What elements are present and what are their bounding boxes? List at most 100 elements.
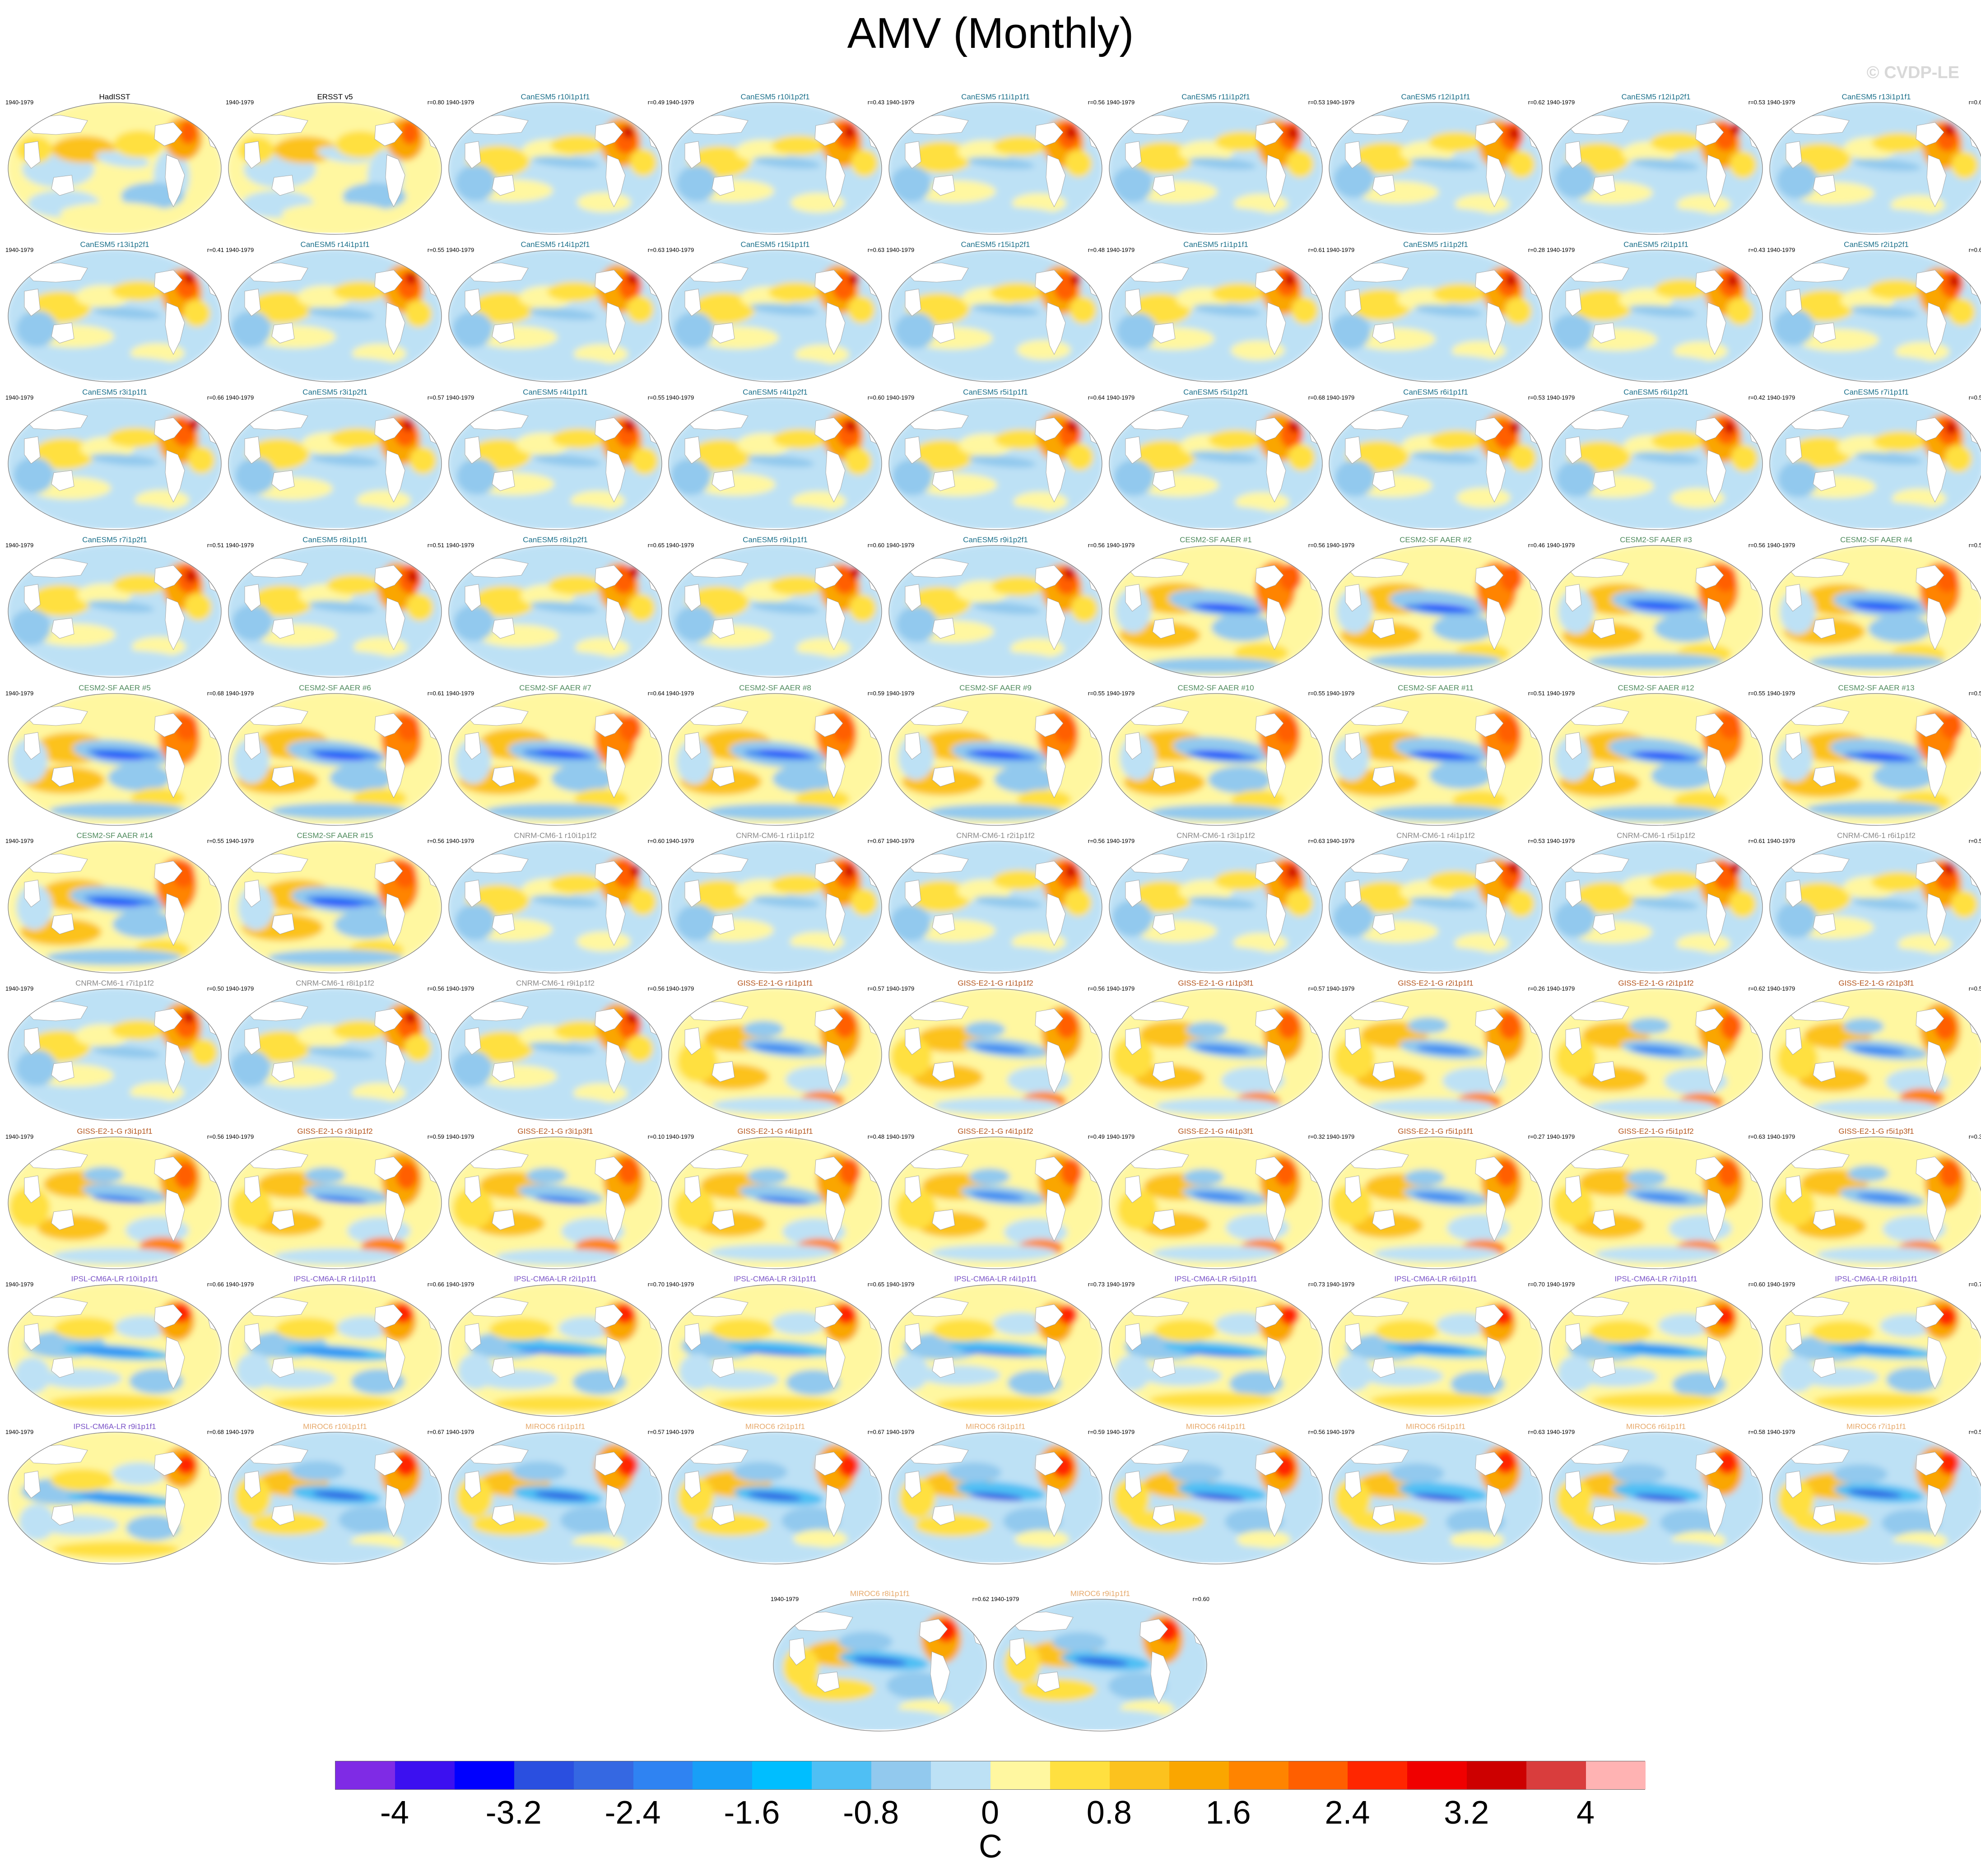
map-panel: IPSL-CM6A-LR r9i1p1f1 1940-1979 r=0.68 bbox=[5, 1422, 224, 1567]
sst-anomaly-map bbox=[8, 250, 222, 382]
map-panel: CanESM5 r14i1p2f1 1940-1979 r=0.63 bbox=[446, 240, 665, 385]
panel-period: 1940-1979 bbox=[1767, 985, 1795, 992]
panel-title: CanESM5 r12i1p2f1 bbox=[1621, 93, 1691, 101]
panel-period: 1940-1979 bbox=[5, 1429, 34, 1435]
sst-anomaly-map bbox=[1109, 693, 1323, 826]
panel-title: CanESM5 r12i1p1f1 bbox=[1401, 93, 1470, 101]
panel-correlation: r=0.70 bbox=[1968, 1281, 1981, 1288]
colorbar-tick-label: 2.4 bbox=[1325, 1795, 1370, 1831]
map-panel: MIROC6 r10i1p1f1 1940-1979 r=0.67 bbox=[226, 1422, 444, 1567]
map-panel: GISS-E2-1-G r5i1p3f1 1940-1979 r=0.37 bbox=[1767, 1127, 1981, 1271]
panel-period: 1940-1979 bbox=[226, 542, 254, 549]
map-panel: CanESM5 r14i1p1f1 1940-1979 r=0.55 bbox=[226, 240, 444, 385]
map-panel: CanESM5 r7i1p2f1 1940-1979 r=0.51 bbox=[5, 535, 224, 680]
colorbar-swatch bbox=[693, 1761, 753, 1789]
sst-anomaly-map bbox=[1769, 693, 1981, 826]
panel-correlation: r=0.62 bbox=[1528, 99, 1545, 106]
panel-correlation: r=0.50 bbox=[207, 985, 224, 992]
map-panel: GISS-E2-1-G r4i1p1f2 1940-1979 r=0.49 bbox=[886, 1127, 1105, 1271]
colorbar-swatch bbox=[752, 1761, 812, 1789]
panel-title: CanESM5 r2i1p1f1 bbox=[1623, 240, 1688, 249]
map-panel: CanESM5 r3i1p2f1 1940-1979 r=0.57 bbox=[226, 388, 444, 532]
panel-title: CESM2-SF AAER #3 bbox=[1620, 535, 1692, 544]
sst-anomaly-map bbox=[1109, 397, 1323, 530]
sst-anomaly-map bbox=[668, 1432, 882, 1564]
panel-period: 1940-1979 bbox=[446, 247, 474, 253]
panel-title: GISS-E2-1-G r1i1p3f1 bbox=[1178, 979, 1254, 987]
panel-period: 1940-1979 bbox=[1107, 1133, 1135, 1140]
panel-title: CNRM-CM6-1 r4i1p1f2 bbox=[1396, 831, 1475, 840]
sst-anomaly-map bbox=[228, 1136, 442, 1269]
sst-anomaly-map bbox=[448, 693, 662, 826]
panel-correlation: r=0.60 bbox=[647, 838, 665, 844]
panel-correlation: r=0.73 bbox=[1088, 1281, 1105, 1288]
colorbar-tick-label: 3.2 bbox=[1444, 1795, 1489, 1831]
panel-period: 1940-1979 bbox=[666, 1133, 694, 1140]
panel-title: CanESM5 r8i1p1f1 bbox=[302, 535, 367, 544]
panel-title: MIROC6 r8i1p1f1 bbox=[850, 1589, 910, 1598]
sst-anomaly-map bbox=[448, 841, 662, 973]
panel-period: 1940-1979 bbox=[1326, 542, 1355, 549]
panel-correlation: r=0.63 bbox=[1748, 1133, 1765, 1140]
panel-period: 1940-1979 bbox=[666, 247, 694, 253]
panel-period: 1940-1979 bbox=[1767, 1429, 1795, 1435]
panel-title: IPSL-CM6A-LR r6i1p1f1 bbox=[1394, 1275, 1477, 1283]
sst-anomaly-map bbox=[448, 250, 662, 382]
panel-correlation: r=0.55 bbox=[1088, 690, 1105, 697]
map-panel: HadISST 1940-1979 bbox=[5, 93, 223, 237]
panel-title: CanESM5 r10i1p2f1 bbox=[740, 93, 810, 101]
panel-correlation: r=0.56 bbox=[1088, 838, 1105, 844]
sst-anomaly-map bbox=[668, 693, 882, 826]
sst-anomaly-map bbox=[448, 397, 662, 530]
map-panel: CNRM-CM6-1 r1i1p1f2 1940-1979 r=0.67 bbox=[666, 831, 884, 976]
sst-anomaly-map bbox=[1329, 545, 1543, 678]
sst-anomaly-map bbox=[1769, 397, 1981, 530]
panel-period: 1940-1979 bbox=[886, 838, 915, 844]
panel-correlation: r=0.27 bbox=[1528, 1133, 1545, 1140]
panel-correlation: r=0.46 bbox=[1528, 542, 1545, 549]
sst-anomaly-map bbox=[448, 545, 662, 678]
panel-title: CESM2-SF AAER #5 bbox=[79, 684, 151, 692]
panel-correlation: r=0.56 bbox=[1308, 542, 1325, 549]
panel-correlation: r=0.53 bbox=[1968, 985, 1981, 992]
panel-title: GISS-E2-1-G r4i1p1f1 bbox=[737, 1127, 813, 1136]
panel-title: IPSL-CM6A-LR r7i1p1f1 bbox=[1614, 1275, 1697, 1283]
figure-title: AMV (Monthly) bbox=[847, 9, 1134, 57]
panel-period: 1940-1979 bbox=[1547, 394, 1575, 401]
panel-period: 1940-1979 bbox=[886, 1429, 915, 1435]
panel-period: 1940-1979 bbox=[1107, 394, 1135, 401]
panel-period: 1940-1979 bbox=[1326, 394, 1355, 401]
panel-period: 1940-1979 bbox=[226, 1133, 254, 1140]
colorbar-swatch bbox=[1407, 1761, 1467, 1789]
sst-anomaly-map bbox=[8, 1136, 222, 1269]
sst-anomaly-map bbox=[1329, 1284, 1543, 1417]
panel-title: GISS-E2-1-G r5i1p1f1 bbox=[1398, 1127, 1474, 1136]
watermark: © CVDP-LE bbox=[1866, 63, 1959, 82]
panel-period: 1940-1979 bbox=[1107, 1281, 1135, 1288]
panel-title: IPSL-CM6A-LR r1i1p1f1 bbox=[293, 1275, 377, 1283]
panel-period: 1940-1979 bbox=[1326, 99, 1355, 106]
panel-title: CanESM5 r6i1p1f1 bbox=[1403, 388, 1468, 396]
panel-period: 1940-1979 bbox=[226, 838, 254, 844]
panel-correlation: r=0.58 bbox=[1968, 1429, 1981, 1435]
sst-anomaly-map bbox=[1109, 102, 1323, 235]
panel-correlation: r=0.57 bbox=[427, 394, 444, 401]
panel-period: 1940-1979 bbox=[1767, 690, 1795, 697]
panel-correlation: r=0.51 bbox=[427, 542, 444, 549]
panel-period: 1940-1979 bbox=[886, 247, 915, 253]
panel-period: 1940-1979 bbox=[1326, 247, 1355, 253]
panel-correlation: r=0.60 bbox=[867, 542, 884, 549]
map-panel: CanESM5 r15i1p1f1 1940-1979 r=0.63 bbox=[666, 240, 884, 385]
sst-anomaly-map bbox=[228, 1432, 442, 1564]
sst-anomaly-map bbox=[668, 841, 882, 973]
panel-period: 1940-1979 bbox=[5, 690, 34, 697]
map-panel: GISS-E2-1-G r3i1p1f2 1940-1979 r=0.59 bbox=[226, 1127, 444, 1271]
panel-title: CanESM5 r9i1p1f1 bbox=[743, 535, 808, 544]
panel-correlation: r=0.55 bbox=[647, 394, 665, 401]
panel-correlation: r=0.60 bbox=[1748, 1281, 1765, 1288]
colorbar-swatch bbox=[1050, 1761, 1110, 1789]
map-panel: IPSL-CM6A-LR r8i1p1f1 1940-1979 r=0.70 bbox=[1767, 1275, 1981, 1419]
panel-period: 1940-1979 bbox=[666, 394, 694, 401]
panel-period: 1940-1979 bbox=[886, 99, 915, 106]
map-panel: MIROC6 r2i1p1f1 1940-1979 r=0.67 bbox=[666, 1422, 884, 1567]
